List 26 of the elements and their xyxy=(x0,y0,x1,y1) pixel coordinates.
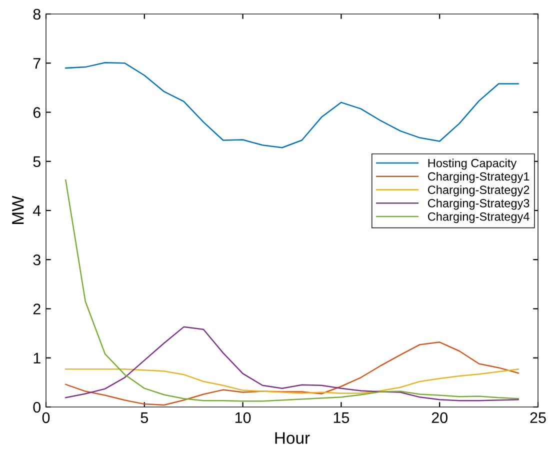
x-tick-label: 10 xyxy=(235,412,251,424)
line-series xyxy=(65,326,519,402)
legend-label: Charging-Strategy3 xyxy=(428,198,530,210)
x-tick-label: 15 xyxy=(334,412,350,424)
y-tick-label: 3 xyxy=(33,254,40,266)
y-tick-label: 2 xyxy=(33,304,40,314)
x-axis-title: Hour xyxy=(275,432,310,444)
legend-label: Charging-Strategy1 xyxy=(428,172,530,183)
y-tick-label: 6 xyxy=(33,107,40,118)
y-tick-label: 5 xyxy=(33,156,40,168)
y-tick-label: 0 xyxy=(33,402,41,413)
x-tick-label: 20 xyxy=(432,412,448,424)
y-tick-label: 7 xyxy=(33,58,40,69)
y-tick-label: 8 xyxy=(33,8,40,20)
line-series xyxy=(65,342,519,406)
line-series xyxy=(65,368,519,394)
y-tick-label: 1 xyxy=(34,352,40,364)
line-series xyxy=(65,62,519,148)
x-tick-label: 25 xyxy=(530,412,546,424)
x-tick-label: 5 xyxy=(140,412,148,424)
y-tick-label: 4 xyxy=(32,206,41,216)
x-tick-label: 0 xyxy=(42,412,50,424)
legend-label: Hosting Capacity xyxy=(428,158,517,170)
y-axis-title: MW xyxy=(12,196,24,224)
legend-label: Charging-Strategy4 xyxy=(428,212,530,224)
legend-label: Charging-Strategy2 xyxy=(428,185,530,196)
